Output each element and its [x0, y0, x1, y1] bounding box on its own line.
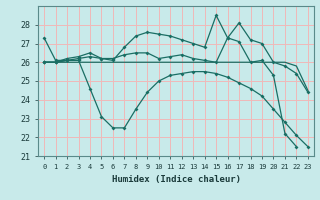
- X-axis label: Humidex (Indice chaleur): Humidex (Indice chaleur): [111, 175, 241, 184]
